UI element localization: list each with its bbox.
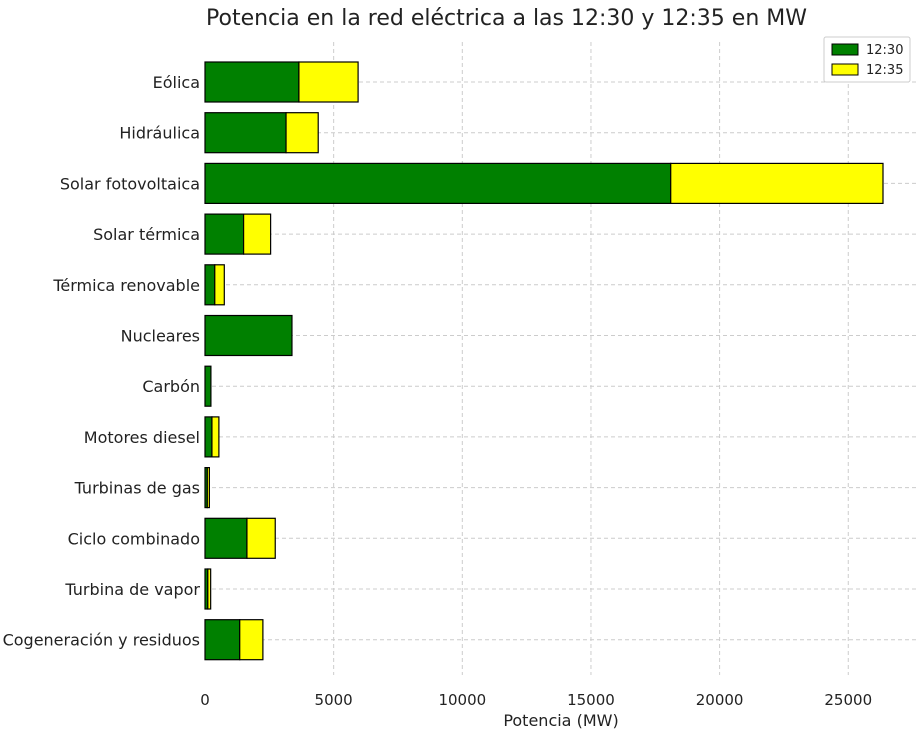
legend-swatch-1230	[831, 43, 859, 56]
chart-title: Potencia en la red eléctrica a las 12:30…	[206, 6, 807, 31]
category-label-hidraulica: Hidráulica	[119, 124, 200, 143]
category-label-cogeneracion-y-residuos: Cogeneración y residuos	[3, 631, 200, 650]
x-tick-label: 0	[200, 691, 210, 709]
category-label-nucleares: Nucleares	[121, 327, 200, 346]
category-label-carbon: Carbón	[142, 377, 200, 396]
x-tick-label: 15000	[567, 691, 615, 709]
bar-carbon-1230	[204, 365, 212, 407]
category-labels: Eólica Hidráulica Solar fotovoltaica Solar …	[3, 73, 201, 650]
bar-ciclo-combinado-1235	[246, 517, 276, 559]
legend-swatch-1235	[831, 63, 859, 76]
legend: 12:30 12:35	[823, 36, 911, 83]
bar-turbinas-de-gas-1235	[206, 467, 210, 509]
category-label-eolica: Eólica	[153, 73, 200, 92]
legend-entry-1235: 12:35	[831, 63, 903, 78]
bar-nucleares-1230	[204, 314, 293, 357]
category-label-ciclo-combinado: Ciclo combinado	[68, 529, 200, 548]
legend-label-1235: 12:35	[866, 63, 903, 78]
bar-solar-termica-1230	[204, 213, 245, 255]
bar-cogeneracion-y-residuos-1235	[239, 619, 264, 661]
x-tick-label: 5000	[315, 691, 353, 709]
legend-entry-1230: 12:30	[831, 43, 903, 58]
grid-lines	[205, 42, 916, 675]
bar-solar-fotovoltaica-1230	[204, 162, 672, 204]
x-tick-label: 20000	[696, 691, 744, 709]
bar-motores-diesel-1235	[211, 416, 220, 458]
bar-solar-fotovoltaica-1235	[670, 162, 884, 204]
category-label-turbinas-de-gas: Turbinas de gas	[74, 479, 200, 498]
category-label-termica-renovable: Térmica renovable	[52, 276, 200, 295]
bar-ciclo-combinado-1230	[204, 517, 248, 559]
bar-termica-renovable-1235	[214, 264, 225, 306]
category-label-solar-termica: Solar térmica	[93, 225, 200, 244]
bar-motores-diesel-1230	[204, 416, 213, 458]
category-label-turbina-de-vapor: Turbina de vapor	[64, 580, 200, 599]
bar-hidraulica-1235	[285, 112, 319, 154]
bar-cogeneracion-y-residuos-1230	[204, 619, 241, 661]
category-label-motores-diesel: Motores diesel	[84, 428, 200, 447]
category-label-solar-fotovoltaica: Solar fotovoltaica	[60, 174, 200, 193]
bar-termica-renovable-1230	[204, 264, 216, 306]
x-tick-label: 10000	[438, 691, 486, 709]
bars	[204, 61, 884, 661]
bar-eolica-1235	[298, 61, 359, 103]
bar-hidraulica-1230	[204, 112, 287, 154]
bar-solar-termica-1235	[242, 213, 272, 255]
bar-turbina-de-vapor-1235	[207, 568, 212, 610]
legend-label-1230: 12:30	[866, 43, 903, 58]
bar-eolica-1230	[204, 61, 300, 103]
x-tick-label: 25000	[824, 691, 872, 709]
x-axis-ticks: 0 5000 10000 15000 20000 25000	[200, 691, 872, 709]
x-axis-label: Potencia (MW)	[503, 711, 618, 730]
